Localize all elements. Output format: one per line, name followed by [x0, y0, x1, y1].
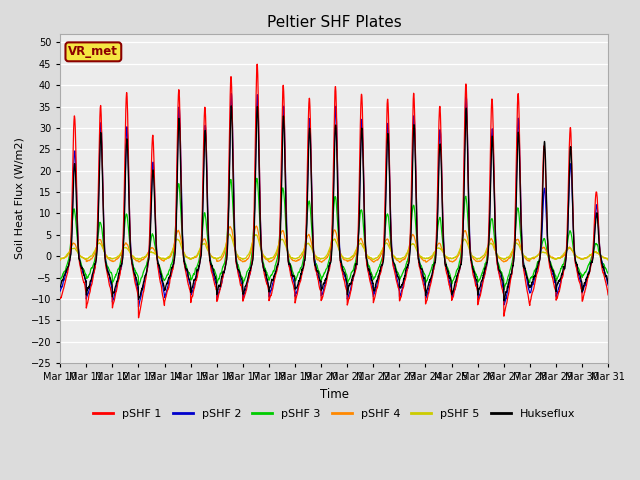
- X-axis label: Time: Time: [319, 388, 349, 401]
- Legend: pSHF 1, pSHF 2, pSHF 3, pSHF 4, pSHF 5, Hukseflux: pSHF 1, pSHF 2, pSHF 3, pSHF 4, pSHF 5, …: [89, 405, 579, 423]
- Title: Peltier SHF Plates: Peltier SHF Plates: [267, 15, 401, 30]
- Y-axis label: Soil Heat Flux (W/m2): Soil Heat Flux (W/m2): [15, 138, 25, 259]
- Text: VR_met: VR_met: [68, 45, 118, 59]
